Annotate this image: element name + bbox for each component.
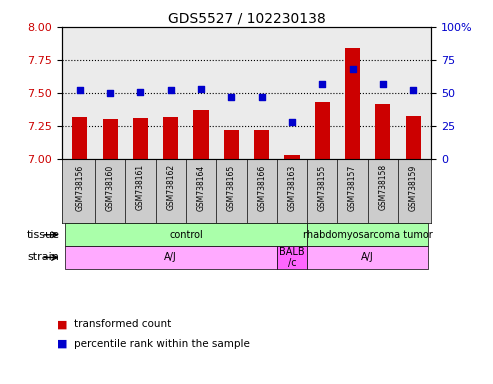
Text: GSM738158: GSM738158 [379, 164, 387, 210]
Bar [315, 102, 330, 159]
Bar [375, 104, 390, 159]
Text: GSM738159: GSM738159 [409, 164, 418, 210]
Text: GSM738157: GSM738157 [348, 164, 357, 210]
Point [349, 66, 356, 72]
Text: strain: strain [28, 252, 60, 262]
Text: GSM738160: GSM738160 [106, 164, 114, 210]
Bar [193, 110, 209, 159]
Point [197, 86, 205, 92]
Bar [307, 223, 428, 246]
Text: ■: ■ [57, 319, 67, 329]
Text: GSM738163: GSM738163 [287, 164, 296, 210]
Point [409, 87, 417, 93]
Text: BALB
/c: BALB /c [279, 247, 305, 268]
Bar [406, 116, 421, 159]
Text: GSM738161: GSM738161 [136, 164, 145, 210]
Point [106, 90, 114, 96]
Text: ■: ■ [57, 339, 67, 349]
Point [288, 119, 296, 125]
Text: percentile rank within the sample: percentile rank within the sample [74, 339, 250, 349]
Bar [284, 155, 300, 159]
Text: A/J: A/J [361, 252, 374, 262]
Text: rhabdomyosarcoma tumor: rhabdomyosarcoma tumor [303, 230, 432, 240]
Point [258, 94, 266, 100]
Point [167, 87, 175, 93]
Text: transformed count: transformed count [74, 319, 171, 329]
Bar [72, 117, 87, 159]
Text: control: control [169, 230, 203, 240]
Bar [65, 246, 277, 269]
Point [137, 89, 144, 95]
Bar [254, 130, 269, 159]
Point [227, 94, 235, 100]
Bar [224, 130, 239, 159]
Point [76, 87, 84, 93]
Text: GSM738164: GSM738164 [197, 164, 206, 210]
Text: GSM738166: GSM738166 [257, 164, 266, 210]
Point [318, 81, 326, 87]
Bar [103, 119, 118, 159]
Text: tissue: tissue [27, 230, 60, 240]
Text: GSM738162: GSM738162 [166, 164, 175, 210]
Text: GSM738165: GSM738165 [227, 164, 236, 210]
Bar [345, 48, 360, 159]
Bar [277, 246, 307, 269]
Text: GSM738156: GSM738156 [75, 164, 84, 210]
Bar [163, 117, 178, 159]
Text: GDS5527 / 102230138: GDS5527 / 102230138 [168, 12, 325, 25]
Text: A/J: A/J [164, 252, 177, 262]
Bar [65, 223, 307, 246]
Text: GSM738155: GSM738155 [318, 164, 327, 210]
Bar [133, 118, 148, 159]
Point [379, 81, 387, 87]
Bar [307, 246, 428, 269]
